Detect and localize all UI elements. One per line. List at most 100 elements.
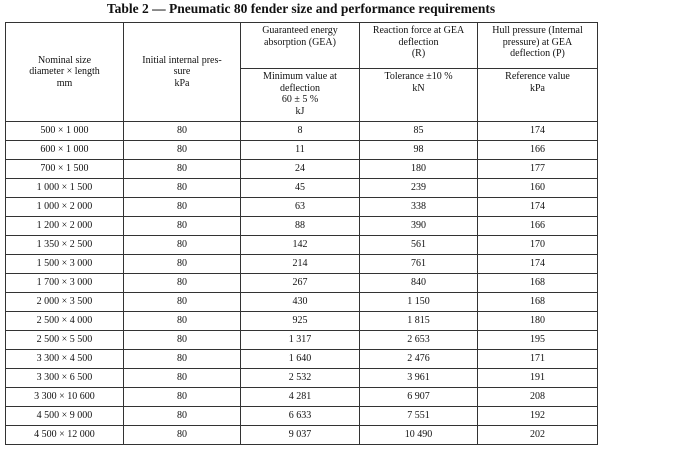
table-cell: 195 <box>477 330 598 350</box>
table-cell: 2 000 × 3 500 <box>5 292 124 312</box>
table-cell: 191 <box>477 368 598 388</box>
table-cell: 1 317 <box>240 330 360 350</box>
table-cell: 170 <box>477 235 598 255</box>
table-cell: 80 <box>123 387 241 407</box>
table-row: 4 500 × 9 000 80 6 633 7 551 192 <box>5 406 598 426</box>
table-row: 1 350 × 2 500 80 142 561 170 <box>5 235 598 255</box>
header-cell: Reaction force at GEA deflection (R) <box>359 22 478 69</box>
table-cell: 2 500 × 5 500 <box>5 330 124 350</box>
table-cell: 168 <box>477 292 598 312</box>
table-cell: 430 <box>240 292 360 312</box>
table-cell: 174 <box>477 254 598 274</box>
table-header: Nominal size diameter × length mm Initia… <box>5 22 598 122</box>
table-cell: 1 150 <box>359 292 478 312</box>
header-cell: Guaranteed energy absorption (GEA) <box>240 22 360 69</box>
table-row: 600 × 1 000 80 11 98 166 <box>5 140 598 160</box>
table-cell: 4 500 × 9 000 <box>5 406 124 426</box>
table-cell: 2 500 × 4 000 <box>5 311 124 331</box>
table-cell: 500 × 1 000 <box>5 121 124 141</box>
table-cell: 2 532 <box>240 368 360 388</box>
header-cell: Minimum value at deflection 60 ± 5 % kJ <box>240 68 360 122</box>
table-cell: 840 <box>359 273 478 293</box>
table-cell: 80 <box>123 159 241 179</box>
table-cell: 2 653 <box>359 330 478 350</box>
table-cell: 80 <box>123 292 241 312</box>
table-cell: 1 640 <box>240 349 360 369</box>
header-cell: Tolerance ±10 % kN <box>359 68 478 122</box>
table-cell: 160 <box>477 178 598 198</box>
table-cell: 177 <box>477 159 598 179</box>
table-cell: 6 633 <box>240 406 360 426</box>
table-cell: 3 300 × 6 500 <box>5 368 124 388</box>
table-cell: 925 <box>240 311 360 331</box>
table-cell: 80 <box>123 368 241 388</box>
table-cell: 180 <box>477 311 598 331</box>
header-cell: Initial internal pres- sure kPa <box>123 22 241 122</box>
table-cell: 1 000 × 2 000 <box>5 197 124 217</box>
table-cell: 600 × 1 000 <box>5 140 124 160</box>
table-cell: 80 <box>123 121 241 141</box>
table-cell: 80 <box>123 254 241 274</box>
table-cell: 80 <box>123 178 241 198</box>
table-cell: 166 <box>477 216 598 236</box>
table-cell: 192 <box>477 406 598 426</box>
table-cell: 8 <box>240 121 360 141</box>
table-cell: 88 <box>240 216 360 236</box>
table-cell: 561 <box>359 235 478 255</box>
table-row: 1 700 × 3 000 80 267 840 168 <box>5 273 598 293</box>
table-cell: 80 <box>123 330 241 350</box>
table-cell: 3 961 <box>359 368 478 388</box>
table-cell: 24 <box>240 159 360 179</box>
header-cell: Hull pressure (Internal pressure) at GEA… <box>477 22 598 69</box>
table-cell: 80 <box>123 406 241 426</box>
table-cell: 80 <box>123 197 241 217</box>
table-cell: 1 350 × 2 500 <box>5 235 124 255</box>
table-row: 2 500 × 5 500 80 1 317 2 653 195 <box>5 330 598 350</box>
table-row: 2 000 × 3 500 80 430 1 150 168 <box>5 292 598 312</box>
table-title: Table 2 — Pneumatic 80 fender size and p… <box>106 1 496 16</box>
table-cell: 85 <box>359 121 478 141</box>
table-cell: 4 281 <box>240 387 360 407</box>
table-cell: 7 551 <box>359 406 478 426</box>
table-cell: 80 <box>123 140 241 160</box>
table-cell: 214 <box>240 254 360 274</box>
table-row: 3 300 × 6 500 80 2 532 3 961 191 <box>5 368 598 388</box>
table-cell: 338 <box>359 197 478 217</box>
table-cell: 700 × 1 500 <box>5 159 124 179</box>
table: Nominal size diameter × length mm Initia… <box>5 22 598 445</box>
table-cell: 9 037 <box>240 425 360 445</box>
table-cell: 239 <box>359 178 478 198</box>
table-cell: 168 <box>477 273 598 293</box>
table-row: 2 500 × 4 000 80 925 1 815 180 <box>5 311 598 331</box>
table-cell: 80 <box>123 235 241 255</box>
table-cell: 80 <box>123 311 241 331</box>
table-cell: 2 476 <box>359 349 478 369</box>
table-row: 700 × 1 500 80 24 180 177 <box>5 159 598 179</box>
table-cell: 80 <box>123 425 241 445</box>
table-cell: 4 500 × 12 000 <box>5 425 124 445</box>
table-cell: 3 300 × 10 600 <box>5 387 124 407</box>
table-body: 500 × 1 000 80 8 85 174 600 × 1 000 80 11 98 166 7… <box>5 121 598 445</box>
table-cell: 1 200 × 2 000 <box>5 216 124 236</box>
table-cell: 11 <box>240 140 360 160</box>
table-cell: 208 <box>477 387 598 407</box>
table-cell: 63 <box>240 197 360 217</box>
table-cell: 6 907 <box>359 387 478 407</box>
table-cell: 1 000 × 1 500 <box>5 178 124 198</box>
table-cell: 80 <box>123 273 241 293</box>
table-cell: 174 <box>477 197 598 217</box>
table-row: 1 500 × 3 000 80 214 761 174 <box>5 254 598 274</box>
table-row: 1 000 × 1 500 80 45 239 160 <box>5 178 598 198</box>
table-cell: 267 <box>240 273 360 293</box>
table-cell: 45 <box>240 178 360 198</box>
table-cell: 390 <box>359 216 478 236</box>
table-cell: 1 500 × 3 000 <box>5 254 124 274</box>
table-row: 3 300 × 4 500 80 1 640 2 476 171 <box>5 349 598 369</box>
table-row: 1 000 × 2 000 80 63 338 174 <box>5 197 598 217</box>
table-cell: 80 <box>123 216 241 236</box>
table-row: 3 300 × 10 600 80 4 281 6 907 208 <box>5 387 598 407</box>
table-cell: 98 <box>359 140 478 160</box>
table-row: 1 200 × 2 000 80 88 390 166 <box>5 216 598 236</box>
table-cell: 202 <box>477 425 598 445</box>
